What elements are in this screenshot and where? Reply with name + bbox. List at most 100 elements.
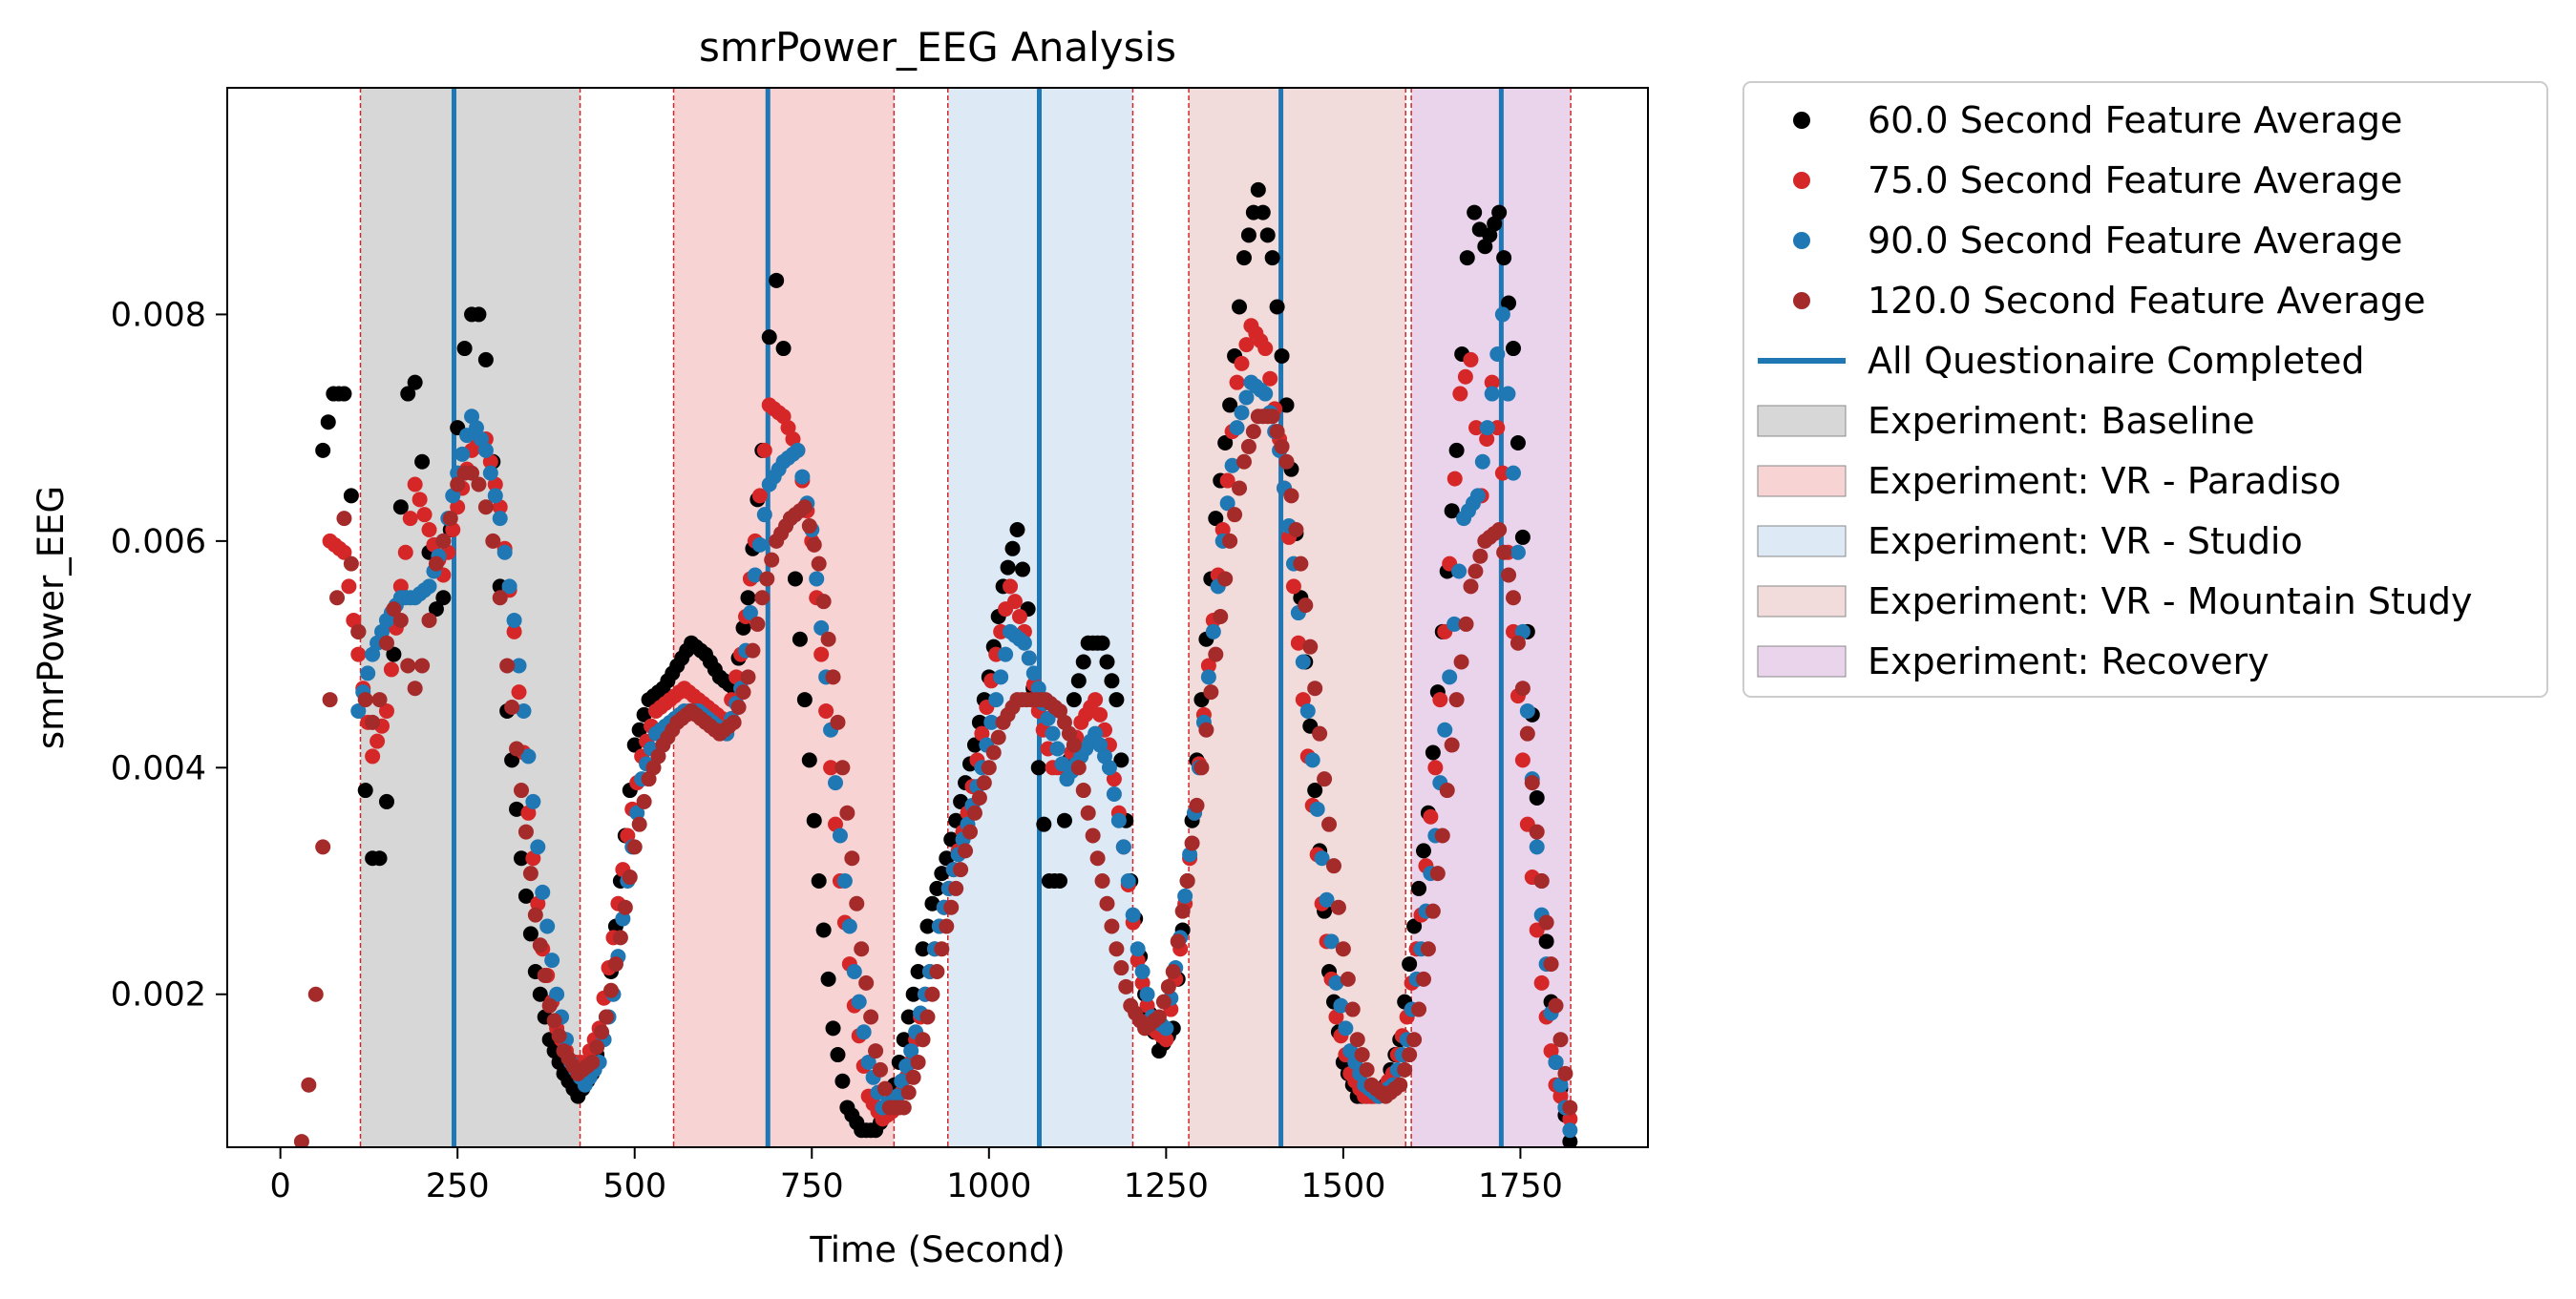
data-point bbox=[1213, 609, 1229, 625]
data-point bbox=[343, 555, 359, 572]
data-point bbox=[496, 544, 513, 560]
data-point bbox=[1214, 521, 1231, 537]
data-point bbox=[1548, 997, 1564, 1014]
data-point bbox=[442, 511, 458, 527]
data-point bbox=[1229, 420, 1245, 436]
y-tick-label: 0.008 bbox=[111, 296, 206, 334]
data-point bbox=[863, 1009, 879, 1025]
data-point bbox=[761, 329, 777, 346]
data-point bbox=[754, 590, 771, 606]
x-tick-label: 1000 bbox=[946, 1167, 1031, 1205]
data-point bbox=[1110, 812, 1127, 828]
data-point bbox=[1139, 986, 1155, 1002]
x-tick-label: 1500 bbox=[1300, 1167, 1385, 1205]
data-point bbox=[1101, 760, 1117, 776]
data-point bbox=[1125, 907, 1141, 923]
y-axis-ticks: 0.002 0.004 0.006 0.008 bbox=[111, 296, 227, 1015]
data-point bbox=[612, 930, 628, 946]
x-tick-label: 1250 bbox=[1124, 1167, 1209, 1205]
data-point bbox=[435, 533, 452, 549]
data-point bbox=[1288, 521, 1304, 537]
data-point bbox=[532, 937, 548, 953]
data-point bbox=[726, 714, 742, 730]
data-point bbox=[513, 850, 529, 867]
data-point bbox=[981, 760, 997, 776]
x-axis-label: Time (Second) bbox=[809, 1229, 1065, 1270]
data-point bbox=[787, 571, 803, 587]
data-point bbox=[900, 1009, 917, 1025]
data-point bbox=[1007, 594, 1024, 610]
data-point bbox=[636, 793, 652, 809]
data-point bbox=[1317, 771, 1333, 787]
data-point bbox=[1423, 808, 1439, 825]
data-point bbox=[966, 737, 982, 753]
data-point bbox=[1411, 1001, 1427, 1017]
data-point bbox=[428, 555, 444, 572]
data-point bbox=[806, 812, 822, 828]
data-point bbox=[456, 341, 473, 357]
data-point bbox=[1321, 816, 1338, 832]
y-tick-label: 0.006 bbox=[111, 523, 206, 561]
data-point bbox=[1106, 786, 1122, 802]
data-point bbox=[1238, 337, 1255, 353]
data-point bbox=[315, 442, 331, 458]
data-point bbox=[1099, 654, 1115, 670]
data-point bbox=[1227, 507, 1243, 523]
data-point bbox=[1519, 725, 1535, 742]
data-point bbox=[988, 692, 1004, 708]
data-point bbox=[1463, 578, 1479, 595]
data-point bbox=[1094, 635, 1110, 651]
data-point bbox=[435, 590, 452, 606]
legend-marker-75-0-second-feature-average bbox=[1793, 172, 1810, 189]
data-point bbox=[1557, 1065, 1573, 1081]
data-point bbox=[1115, 839, 1131, 855]
legend-label-experiment-vr-studio: Experiment: VR - Studio bbox=[1868, 520, 2303, 562]
data-point bbox=[1448, 442, 1465, 458]
data-point bbox=[1217, 434, 1234, 450]
data-point bbox=[855, 1024, 872, 1040]
data-point bbox=[1049, 741, 1066, 757]
data-point bbox=[1319, 891, 1335, 908]
data-point bbox=[307, 986, 324, 1002]
data-point bbox=[1075, 654, 1091, 670]
data-point bbox=[1003, 578, 1019, 595]
data-point bbox=[910, 1054, 926, 1070]
data-point bbox=[343, 488, 359, 504]
data-point bbox=[383, 661, 399, 678]
data-point bbox=[1036, 816, 1052, 832]
data-point bbox=[1235, 250, 1252, 266]
data-point bbox=[1021, 650, 1037, 666]
data-point bbox=[1155, 994, 1172, 1010]
data-point bbox=[360, 665, 376, 681]
data-point bbox=[1463, 351, 1479, 367]
data-point bbox=[1501, 567, 1517, 583]
data-point bbox=[511, 684, 527, 701]
data-point bbox=[1406, 1032, 1423, 1048]
data-point bbox=[329, 590, 346, 606]
data-point bbox=[1359, 1061, 1375, 1078]
data-point bbox=[769, 272, 785, 288]
data-point bbox=[858, 974, 875, 991]
data-point bbox=[1198, 722, 1214, 738]
data-point bbox=[485, 533, 501, 549]
data-point bbox=[622, 869, 638, 886]
data-point bbox=[589, 1039, 605, 1056]
data-point bbox=[629, 805, 645, 821]
data-point bbox=[1113, 960, 1130, 976]
data-point bbox=[1085, 828, 1101, 844]
data-point bbox=[1406, 918, 1423, 934]
data-point bbox=[900, 1084, 917, 1100]
data-point bbox=[1030, 681, 1046, 697]
data-point bbox=[378, 702, 394, 719]
data-point bbox=[809, 571, 825, 587]
data-point bbox=[1118, 978, 1134, 995]
data-point bbox=[1160, 978, 1176, 995]
data-point bbox=[1104, 918, 1120, 934]
data-point bbox=[836, 873, 853, 890]
legend-marker-60-0-second-feature-average bbox=[1793, 112, 1810, 129]
data-point bbox=[1293, 555, 1309, 572]
data-point bbox=[517, 824, 534, 840]
data-point bbox=[400, 386, 416, 402]
legend-label-120-0-second-feature-average: 120.0 Second Feature Average bbox=[1868, 280, 2426, 322]
data-point bbox=[509, 741, 525, 757]
